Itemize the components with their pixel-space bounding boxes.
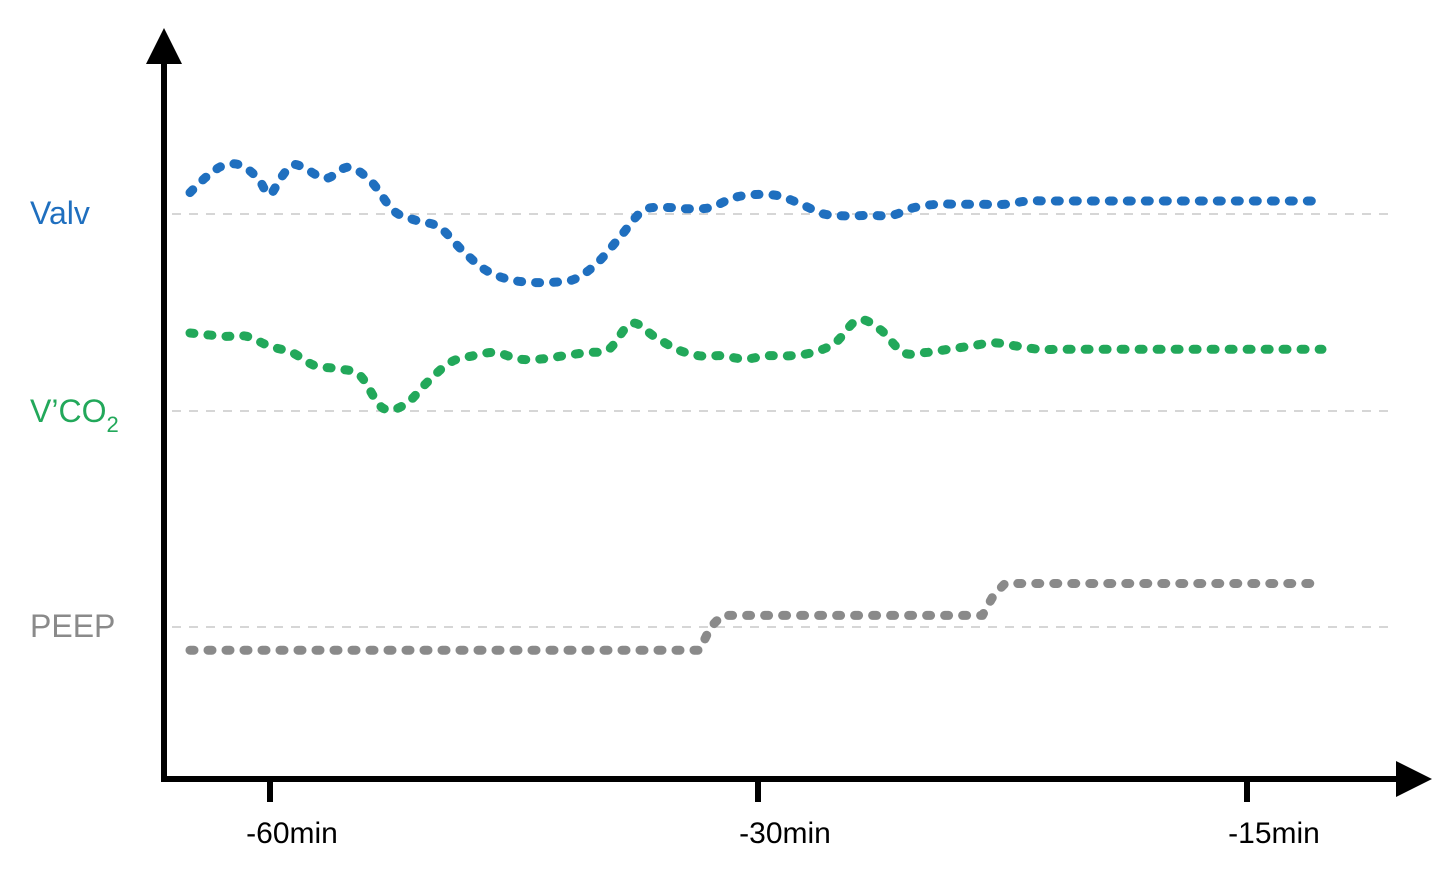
series-line-vco2 [185, 315, 1327, 415]
y-axis-arrow [146, 28, 182, 64]
series-lines [185, 159, 1327, 655]
series-line-valv [185, 159, 1327, 288]
x-tick-label: -60min [246, 817, 338, 850]
series-label-valv: Valv [30, 195, 90, 231]
series-line-peep [185, 579, 1327, 655]
x-tick-label: -30min [739, 817, 831, 850]
series-label-text: PEEP [30, 608, 115, 644]
series-label-subscript: 2 [106, 412, 118, 437]
series-label-text: Valv [30, 195, 90, 231]
series-label-peep: PEEP [30, 608, 115, 644]
x-ticks: -60min -30min -15min [246, 779, 1320, 850]
series-label-vco2: V’CO2 [30, 393, 119, 437]
x-tick-label: -15min [1228, 817, 1320, 850]
series-label-text: V’CO [30, 393, 106, 429]
series-labels: Valv V’CO2 PEEP [30, 195, 119, 644]
axes [146, 28, 1432, 797]
reference-lines [172, 213, 1396, 628]
x-axis-arrow [1396, 761, 1432, 797]
